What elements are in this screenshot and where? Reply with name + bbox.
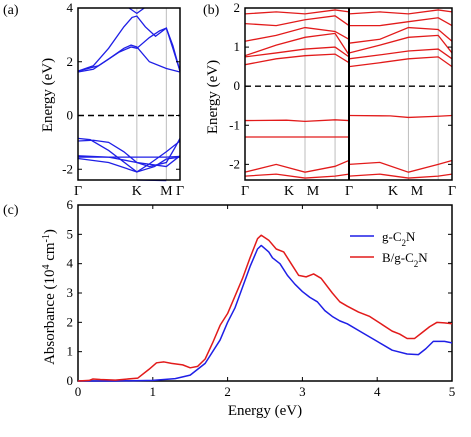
panel-c-ytick-label: 0: [67, 373, 74, 388]
panel-a-xtick-label: M: [160, 184, 173, 199]
panel-b-xtick-label: K: [284, 184, 294, 199]
panel-b-band-left-5: [244, 46, 350, 58]
panel-c-ytick-label: 6: [67, 197, 74, 212]
panel-b-band-left-2: [244, 159, 350, 173]
panel-b-ylabel: Energy (eV): [205, 60, 221, 134]
panel-c-ytick-label: 5: [67, 226, 74, 241]
panel-a-band-1: [77, 156, 181, 173]
panel-a-xtick-label: K: [132, 184, 142, 199]
panel-b-ytick-label: -2: [229, 156, 240, 171]
panel-b-xtick-label: Γ: [241, 184, 249, 199]
panel-a-ytick-label: -2: [62, 161, 73, 176]
panel-c-xtick-label: 1: [150, 384, 157, 399]
panel-b-xtick-label: M: [411, 184, 424, 199]
panel-a-band-5: [77, 137, 181, 173]
panel-b-label: (b): [203, 3, 220, 18]
panel-b-band-right-0: [348, 114, 453, 119]
panel-b-band-right-4: [348, 48, 453, 60]
panel-a-band-4: [77, 138, 181, 168]
panel-c-ytick-label: 1: [67, 344, 74, 359]
panel-b-xtick-label: Γ: [345, 184, 353, 199]
panel-a-frame: [77, 7, 181, 181]
panel-b-band-left-7: [244, 26, 350, 42]
panel-a-ytick-label: 0: [67, 108, 74, 123]
panel-c-series-line-0: [78, 244, 453, 382]
panel-b-band-left-8: [244, 15, 350, 27]
panel-a-bands: [77, 7, 181, 182]
panel-c-xlabel: Energy (eV): [228, 403, 302, 419]
panel-b-bands: [244, 8, 453, 180]
panel-a-label: (a): [3, 3, 19, 18]
panel-b-band-left-3: [244, 173, 350, 179]
panel-a-xtick-label: Γ: [74, 184, 82, 199]
panel-c-ytick-label: 3: [67, 285, 74, 300]
panel-a-band-7: [77, 27, 181, 72]
panel-c-xtick-label: 3: [299, 384, 306, 399]
panel-b-band-right-8: [348, 9, 453, 15]
panel-b-band-right-1: [348, 159, 453, 173]
panel-b-band-left-9: [244, 9, 350, 15]
panel-b-xtick-label: K: [388, 184, 398, 199]
panel-b-ytick-label: 2: [234, 0, 241, 15]
panel-a-band-9: [128, 7, 145, 15]
panel-c-xtick-label: 4: [374, 384, 381, 399]
panel-b-xtick-label: Γ: [448, 184, 456, 199]
legend-label-bgc2n: B/g-C2N: [382, 250, 428, 269]
panel-b-ytick-label: 1: [234, 39, 241, 54]
panel-c-lines: [77, 234, 453, 382]
panel-c-legend: g-C2N B/g-C2N: [350, 229, 428, 269]
panel-b-xtick-label: M: [307, 184, 320, 199]
panel-a-ytick-label: 2: [67, 54, 74, 69]
panel-c-xtick-label: 0: [75, 384, 82, 399]
panel-b-band-right-7: [349, 17, 453, 27]
panel-c-xtick-label: 2: [224, 384, 231, 399]
panel-c-ytick-label: 2: [67, 314, 74, 329]
legend-label-gc2n: g-C2N: [382, 229, 416, 248]
panel-b-ytick-label: -1: [229, 117, 240, 132]
panel-b-ytick-label: 0: [234, 78, 241, 93]
panel-a-band-6: [77, 44, 181, 73]
panel-c-xtick-label: 5: [449, 384, 456, 399]
panel-c-axes: 0 1 2 3 4 5 0 1 2 3 4 5 6: [67, 197, 456, 399]
panel-b-band-left-1: [244, 119, 350, 123]
panel-b-band-left-4: [244, 53, 350, 66]
panel-a-ytick-label: 4: [67, 0, 74, 15]
panel-a-xtick-label: Γ: [176, 184, 184, 199]
panel-c-label: (c): [3, 203, 19, 218]
panel-c-ytick-label: 4: [67, 256, 74, 271]
panel-c-ylabel: Absorbance (104 cm-1): [41, 229, 59, 365]
panel-a-band-8: [77, 15, 181, 72]
panel-c-series-line-1: [77, 234, 453, 382]
panel-a-ylabel: Energy (eV): [40, 58, 56, 132]
panel-b-band-right-3: [348, 56, 453, 68]
panel-c: (c) 0 1 2 3 4 5 0 1 2 3 4 5 6 Energy (eV) Absorbance…: [3, 197, 455, 419]
panel-b-band-right-2: [348, 173, 453, 179]
panel-b-band-left-6: [244, 32, 350, 57]
panel-b-band-right-6: [348, 26, 453, 44]
panel-b-band-right-5: [348, 34, 453, 54]
